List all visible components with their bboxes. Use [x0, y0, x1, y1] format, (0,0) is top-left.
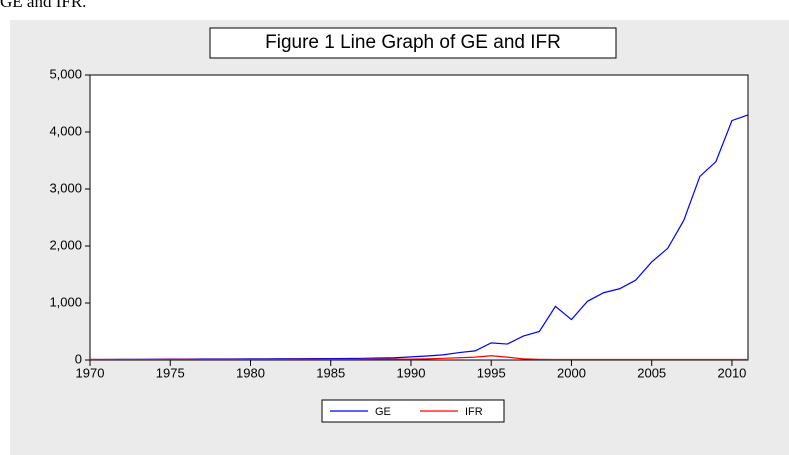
title-box — [209, 27, 617, 59]
y-tick-label: 5,000 — [49, 66, 82, 81]
legend-box — [321, 399, 505, 423]
x-tick-label: 2010 — [717, 365, 746, 380]
x-tick-label: 1980 — [236, 365, 265, 380]
legend: GE IFR — [321, 399, 505, 423]
y-tick-label: 1,000 — [49, 294, 82, 309]
plot-area — [89, 74, 749, 361]
x-tick-label: 2005 — [637, 365, 666, 380]
x-tick-label: 1975 — [156, 365, 185, 380]
legend-label: GE — [375, 406, 391, 418]
y-tick-label: 3,000 — [49, 180, 82, 195]
x-tick-label: 1990 — [397, 365, 426, 380]
x-tick-label: 2000 — [557, 365, 586, 380]
x-tick-label: 1985 — [316, 365, 345, 380]
chart-title: Figure 1 Line Graph of GE and IFR — [265, 32, 561, 53]
caption: GE and IFR. — [0, 0, 87, 11]
y-tick-label: 2,000 — [49, 237, 82, 252]
legend-label: IFR — [465, 406, 483, 418]
x-tick-label: 1970 — [76, 365, 105, 380]
x-tick-label: 1995 — [477, 365, 506, 380]
y-tick-label: 4,000 — [49, 123, 82, 138]
series-line — [90, 355, 748, 361]
y-tick-label: 0 — [75, 351, 82, 366]
